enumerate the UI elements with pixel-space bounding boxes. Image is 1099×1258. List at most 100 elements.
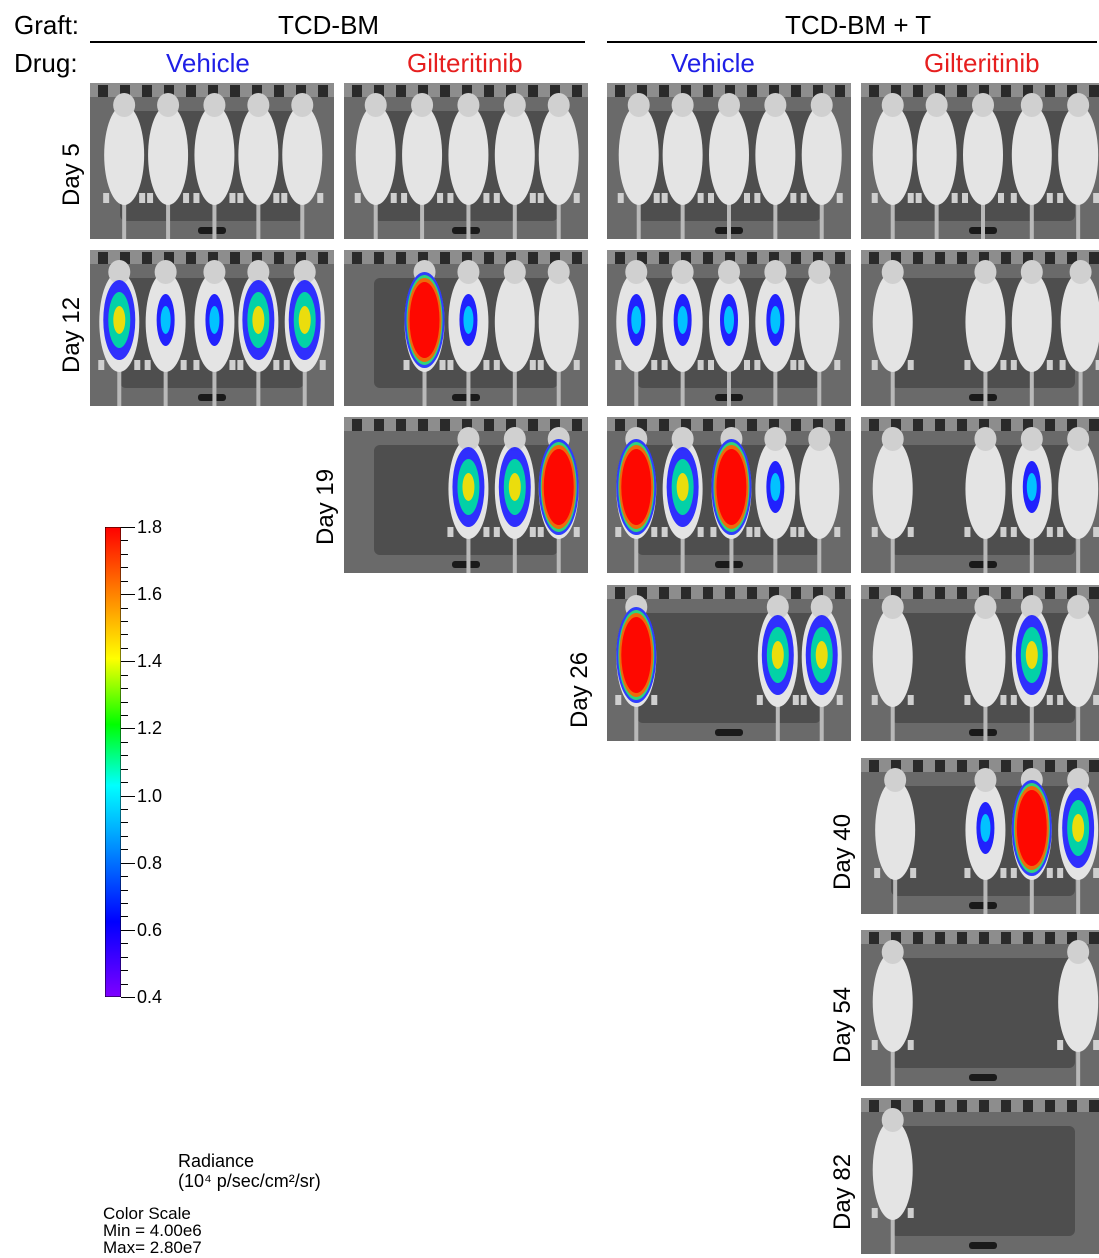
mouse: [661, 93, 704, 239]
color-scale-minor-tick: [121, 889, 128, 891]
day-label-26: Day 26: [566, 651, 593, 728]
mouse: [281, 93, 324, 239]
mouse: [447, 93, 490, 239]
color-scale-tick: [121, 862, 135, 864]
color-scale-tick-label: 1.6: [137, 584, 163, 605]
imaging-panel: [861, 930, 1099, 1086]
mouse: [447, 427, 490, 573]
mouse: [871, 940, 914, 1086]
day-label-40: Day 40: [829, 813, 856, 890]
imaging-panel: [861, 1098, 1099, 1254]
mouse: [193, 260, 236, 406]
imaging-panel: [861, 83, 1099, 239]
mouse: [283, 260, 326, 406]
imaging-panel: [344, 83, 588, 239]
color-scale-minor-tick: [121, 741, 128, 743]
mouse: [661, 427, 704, 573]
color-scale-minor-tick: [121, 983, 128, 985]
color-scale-tick: [121, 929, 135, 931]
color-scale-tick-label: 0.6: [137, 919, 163, 940]
mouse: [537, 427, 580, 573]
color-scale-minor-tick: [121, 755, 128, 757]
color-scale-tick-label: 0.4: [137, 987, 163, 1007]
mouse: [964, 260, 1007, 406]
mouse: [800, 595, 843, 741]
mouse: [962, 93, 1004, 239]
imaging-stage: [861, 1098, 1099, 1254]
color-scale-tick-label: 0.8: [137, 852, 163, 873]
color-scale-tick-label: 1.2: [137, 718, 163, 739]
imaging-stage: [607, 585, 851, 741]
color-scale-tick: [121, 728, 135, 730]
mouse: [915, 93, 958, 239]
imaging-panel: [344, 250, 588, 406]
mouse: [1057, 768, 1099, 914]
color-scale-minor-tick: [121, 715, 128, 716]
color-scale-minor-tick: [121, 956, 128, 958]
imaging-panel: [861, 585, 1099, 741]
day-label-19: Day 19: [312, 468, 339, 545]
mouse: [1057, 93, 1099, 239]
color-scale-minor-tick: [121, 835, 128, 837]
imaging-stage: [861, 930, 1099, 1086]
imaging-stage: [90, 83, 334, 239]
imaging-stage: [344, 250, 588, 406]
color-scale-tick-label: 1.0: [137, 785, 163, 806]
graft-tcd-bm-t: TCD-BM + T: [785, 10, 932, 40]
mouse: [964, 768, 1007, 914]
drug-gilteritinib-1: Gilteritinib: [407, 48, 523, 78]
mouse: [493, 427, 536, 573]
mouse: [1059, 260, 1099, 406]
color-scale-max: Max= 2.80e7: [103, 1238, 202, 1257]
mouse: [964, 427, 1007, 573]
imaging-stage: [861, 250, 1099, 406]
mouse: [615, 595, 658, 741]
imaging-stage: [344, 417, 588, 573]
color-scale-minor-tick: [121, 943, 128, 945]
mouse: [193, 93, 236, 239]
color-scale-minor-tick: [121, 540, 128, 542]
imaging-panel: [607, 83, 851, 239]
mouse: [1057, 595, 1099, 741]
color-scale-minor-tick: [121, 553, 128, 555]
mouse: [1057, 427, 1099, 573]
imaging-panel: [861, 250, 1099, 406]
color-scale-minor-tick: [121, 809, 128, 810]
imaging-panel: [90, 83, 334, 239]
mouse: [1010, 93, 1053, 239]
color-scale-minor-tick: [121, 688, 128, 690]
imaging-panel: [90, 250, 334, 406]
graft-label: Graft:: [14, 10, 80, 40]
color-scale-minor-tick: [121, 621, 128, 622]
mouse: [237, 93, 280, 239]
mouse: [237, 260, 280, 406]
imaging-stage: [861, 417, 1099, 573]
color-scale-minor-tick: [121, 768, 128, 770]
imaging-stage: [607, 417, 851, 573]
imaging-panel: [344, 417, 588, 573]
mouse: [871, 93, 914, 239]
color-scale-tick: [121, 997, 135, 998]
graft-tcd-bm-line: [90, 41, 585, 43]
color-scale-minor-tick: [121, 634, 128, 636]
mouse: [798, 427, 841, 573]
mouse: [615, 427, 658, 573]
mouse: [871, 260, 914, 406]
color-scale-tick: [121, 527, 135, 528]
imaging-panel: [861, 417, 1099, 573]
radiance-units: (10⁴ p/sec/cm²/sr): [178, 1171, 321, 1191]
imaging-panel: [607, 585, 851, 741]
mouse: [615, 260, 658, 406]
color-scale-tick: [121, 661, 135, 663]
color-scale-tick-label: 1.8: [137, 517, 163, 537]
color-scale-minor-tick: [121, 674, 128, 676]
imaging-stage: [90, 250, 334, 406]
drug-label: Drug:: [14, 48, 78, 78]
imaging-stage: [861, 758, 1099, 914]
mouse: [756, 595, 799, 741]
mouse: [874, 768, 917, 914]
mouse: [1010, 427, 1053, 573]
mouse: [1057, 940, 1099, 1086]
mouse: [617, 93, 660, 239]
radiance-label: Radiance: [178, 1151, 255, 1171]
